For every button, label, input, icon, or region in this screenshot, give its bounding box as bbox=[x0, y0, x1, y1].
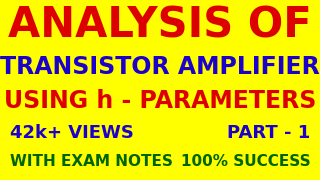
Text: 42k+ VIEWS: 42k+ VIEWS bbox=[10, 124, 133, 142]
Text: TRANSISTOR AMPLIFIER: TRANSISTOR AMPLIFIER bbox=[0, 55, 320, 79]
Text: 100% SUCCESS: 100% SUCCESS bbox=[181, 154, 310, 170]
Text: USING h - PARAMETERS: USING h - PARAMETERS bbox=[4, 89, 316, 113]
Text: WITH EXAM NOTES: WITH EXAM NOTES bbox=[10, 154, 172, 170]
Text: ANALYSIS OF: ANALYSIS OF bbox=[8, 4, 312, 46]
Text: PART - 1: PART - 1 bbox=[227, 124, 310, 142]
